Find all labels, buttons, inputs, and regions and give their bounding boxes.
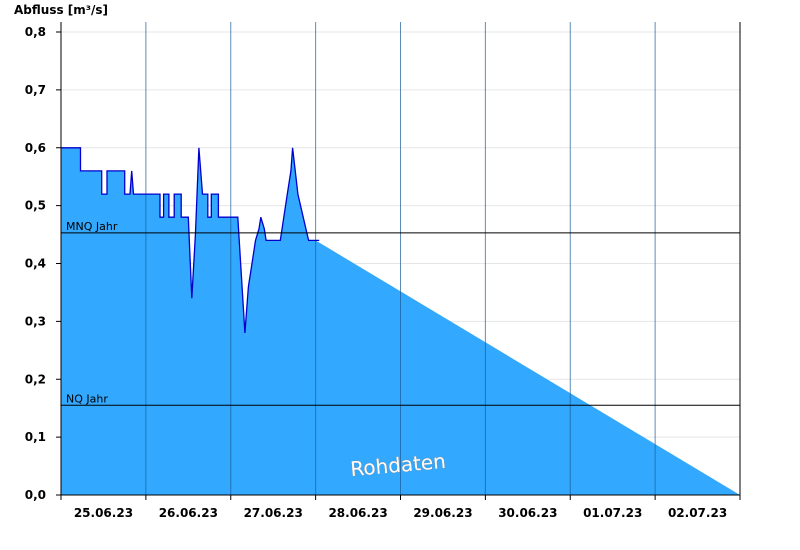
- y-tick-labels: 0,0 0,1 0,2 0,3 0,4 0,5 0,6 0,7 0,8: [25, 25, 61, 502]
- reference-label: NQ Jahr: [66, 392, 108, 405]
- y-tick-label: 0,5: [25, 199, 46, 213]
- x-tick-label: 26.06.23: [159, 506, 218, 520]
- x-tick-label: 25.06.23: [74, 506, 133, 520]
- x-tick-labels: 25.06.23 26.06.23 27.06.23 28.06.23 29.06.23…: [60, 495, 741, 520]
- x-tick-label: 28.06.23: [328, 506, 387, 520]
- y-tick-label: 0,3: [25, 314, 46, 328]
- y-tick-label: 0,1: [25, 430, 46, 444]
- y-tick-label: 0,4: [25, 257, 46, 271]
- day-dividers: [145, 22, 656, 495]
- y-tick-label: 0,7: [25, 83, 46, 97]
- y-tick-label: 0,8: [25, 25, 46, 39]
- y-tick-label: 0,6: [25, 141, 46, 155]
- reference-label: MNQ Jahr: [66, 220, 118, 233]
- reference-lines: MNQ Jahr NQ Jahr: [61, 220, 740, 406]
- discharge-line: [61, 147, 320, 333]
- x-tick-label: 29.06.23: [413, 506, 472, 520]
- y-tick-label: 0,0: [25, 488, 46, 502]
- y-axis-label: Abfluss [m³/s]: [14, 3, 108, 17]
- x-tick-label: 01.07.23: [583, 506, 642, 520]
- x-tick-label: 02.07.23: [668, 506, 727, 520]
- y-tick-label: 0,2: [25, 372, 46, 386]
- x-tick-label: 30.06.23: [498, 506, 557, 520]
- x-tick-label: 27.06.23: [244, 506, 303, 520]
